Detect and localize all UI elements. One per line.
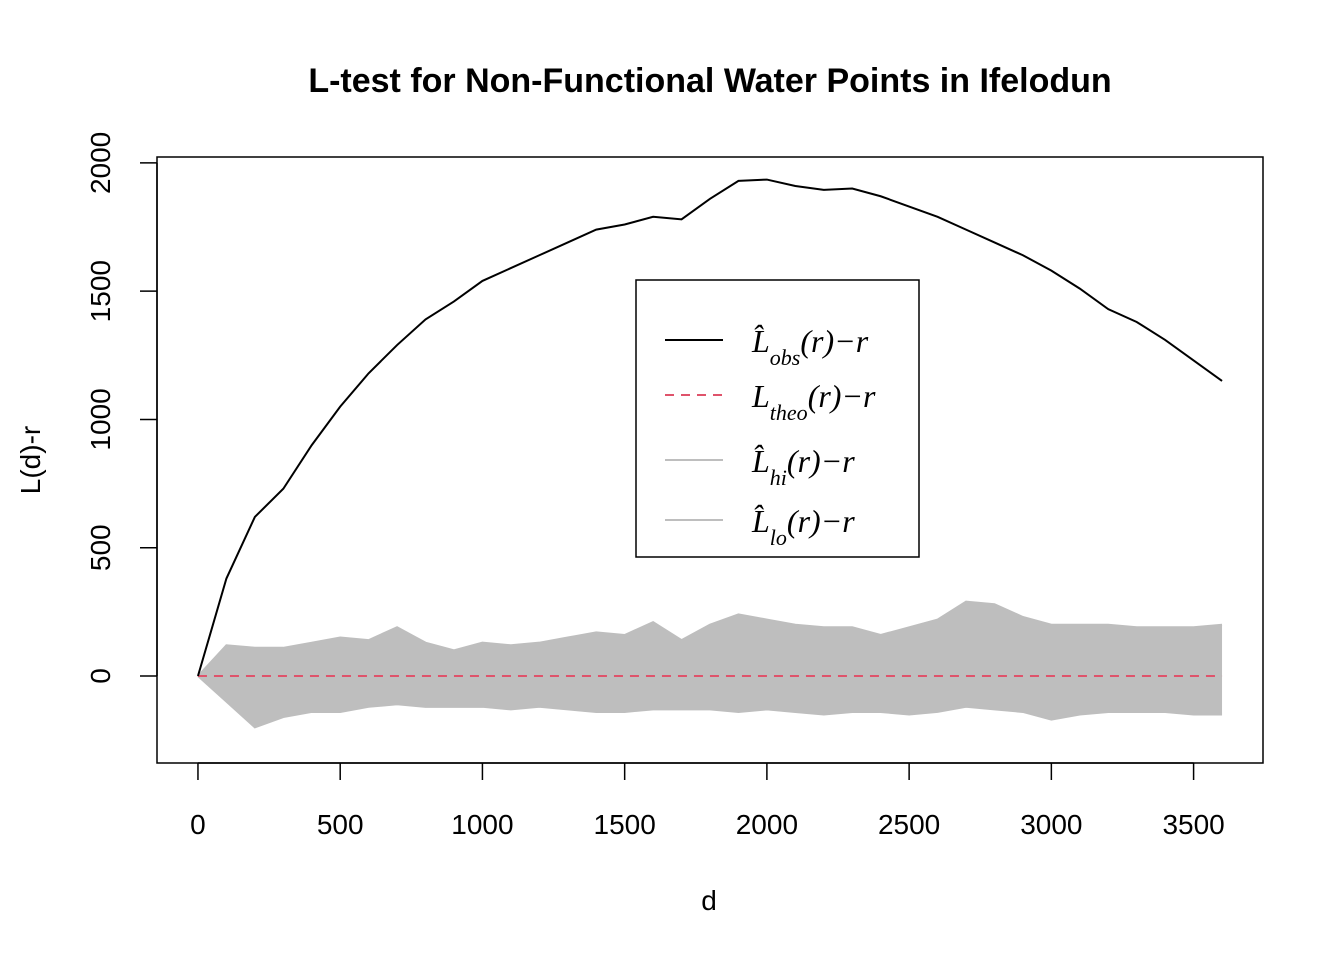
x-tick-label: 2000: [736, 809, 798, 840]
series-line: [197, 600, 1223, 677]
chart-title: L-test for Non-Functional Water Points i…: [308, 62, 1111, 100]
legend-label: Ltheo(r)−r: [751, 378, 876, 425]
legend-label: L̂hi(r)−r: [751, 443, 855, 490]
plot-area: [197, 178, 1223, 729]
y-tick-label: 1000: [85, 388, 116, 450]
legend-box: [635, 279, 920, 558]
x-tick-label: 1500: [594, 809, 656, 840]
x-tick-label: 3000: [1020, 809, 1082, 840]
y-tick-label: 2000: [85, 132, 116, 194]
y-tick-label: 500: [85, 524, 116, 571]
x-tick-label: 0: [190, 809, 206, 840]
series-line: [197, 178, 1223, 677]
legend-label: L̂obs(r)−r: [751, 323, 869, 370]
y-axis-label: L(d)-r: [15, 426, 46, 494]
x-tick-label: 1000: [451, 809, 513, 840]
x-tick-label: 2500: [878, 809, 940, 840]
y-tick-label: 0: [85, 668, 116, 684]
series-line: [197, 675, 1223, 729]
envelope-area: [197, 601, 1223, 677]
legend-label: L̂lo(r)−r: [751, 503, 855, 550]
x-tick-label: 3500: [1162, 809, 1224, 840]
envelope-area: [197, 676, 1223, 728]
x-axis-label: d: [701, 885, 717, 916]
x-tick-label: 500: [317, 809, 364, 840]
y-tick-label: 1500: [85, 260, 116, 322]
